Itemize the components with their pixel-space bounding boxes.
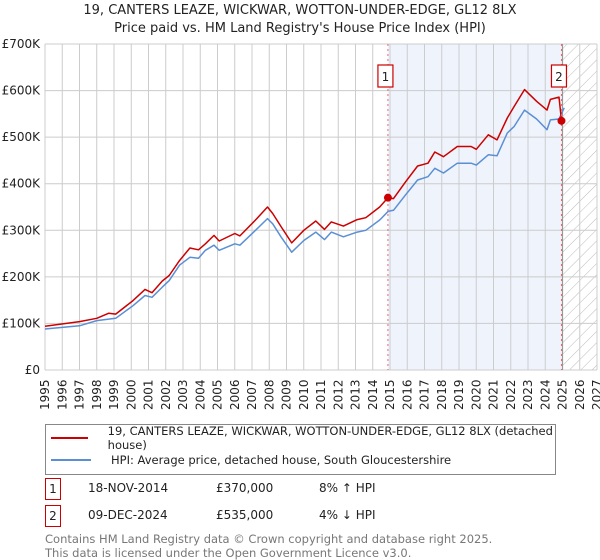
chart-legend: 19, CANTERS LEAZE, WICKWAR, WOTTON-UNDER… (45, 424, 556, 475)
sale-marker-badge (550, 64, 568, 88)
x-tick-label: 1999 (107, 379, 121, 410)
x-tick-label: 2000 (124, 379, 138, 410)
x-tick-label: 2009 (280, 379, 294, 410)
legend-property-label: 19, CANTERS LEAZE, WICKWAR, WOTTON-UNDER… (107, 424, 553, 452)
sale-period-shade (387, 44, 562, 370)
x-tick-label: 2025 (556, 379, 570, 410)
x-tick-label: 2023 (521, 379, 535, 410)
property-price-line (44, 88, 563, 327)
x-tick-label: 2021 (487, 379, 501, 410)
hpi-line-swatch (51, 459, 91, 461)
x-tick-label: 2022 (504, 379, 518, 410)
transaction-number-badge: 1 (45, 478, 61, 500)
x-tick-label: 2010 (297, 379, 311, 410)
x-tick-label: 2018 (435, 379, 449, 410)
x-tick-label: 2007 (245, 379, 259, 410)
x-tick-label: 2024 (538, 379, 552, 410)
sale-point (383, 193, 392, 202)
sale-marker-label: 1 (382, 70, 390, 84)
y-tick-label: £700K (2, 37, 42, 51)
x-tick-label: 2005 (211, 379, 225, 410)
hpi-line (44, 107, 565, 330)
chart-title: 19, CANTERS LEAZE, WICKWAR, WOTTON-UNDER… (83, 3, 517, 18)
y-tick-label: £0 (25, 363, 40, 377)
property-line-swatch (51, 437, 88, 439)
x-tick-label: 2027 (590, 379, 600, 410)
x-tick-label: 2011 (314, 379, 328, 410)
sale-marker-badge (377, 64, 394, 88)
x-tick-label: 2008 (262, 379, 276, 410)
x-tick-label: 1997 (73, 379, 87, 410)
x-tick-label: 2015 (383, 379, 397, 410)
legend-hpi-label: HPI: Average price, detached house, Sout… (111, 453, 452, 467)
y-tick-label: £500K (2, 130, 42, 144)
y-tick-label: £300K (2, 223, 42, 237)
x-tick-label: 2002 (159, 379, 173, 410)
transaction-price: £535,000 (216, 508, 274, 522)
chart-subtitle: Price paid vs. HM Land Registry's House … (114, 21, 486, 36)
transaction-hpi-change: 4% ↓ HPI (319, 508, 376, 522)
x-tick-label: 2001 (142, 379, 156, 410)
x-tick-label: 1995 (38, 379, 52, 410)
transaction-price: £370,000 (216, 481, 274, 495)
x-tick-label: 2017 (418, 379, 432, 410)
x-tick-label: 2013 (349, 379, 363, 410)
footer-licence: This data is licensed under the Open Gov… (45, 546, 412, 560)
transaction-hpi-change: 8% ↑ HPI (319, 481, 376, 495)
footer-copyright: Contains HM Land Registry data © Crown c… (45, 532, 493, 546)
x-tick-label: 2016 (400, 379, 414, 410)
transaction-date: 18-NOV-2014 (88, 481, 169, 495)
x-tick-label: 2006 (228, 379, 242, 410)
x-tick-label: 2012 (331, 379, 345, 410)
x-tick-label: 1996 (55, 379, 69, 410)
x-tick-label: 2026 (573, 379, 587, 410)
x-tick-label: 2020 (469, 379, 483, 410)
sale-point (557, 116, 566, 125)
y-tick-label: £100K (2, 316, 42, 330)
x-tick-label: 2019 (452, 379, 466, 410)
y-tick-label: £600K (2, 84, 42, 98)
footer: Contains HM Land Registry data © Crown c… (45, 532, 492, 560)
transaction-date: 09-DEC-2024 (88, 508, 168, 522)
x-tick-label: 2003 (176, 379, 190, 410)
transaction-number-badge: 2 (45, 505, 61, 527)
x-tick-label: 2004 (193, 379, 207, 410)
y-tick-label: £400K (2, 177, 42, 191)
y-tick-label: £200K (2, 270, 42, 284)
sale-marker-label: 2 (555, 70, 563, 84)
x-tick-label: 1998 (90, 379, 104, 410)
x-tick-label: 2014 (366, 379, 380, 410)
